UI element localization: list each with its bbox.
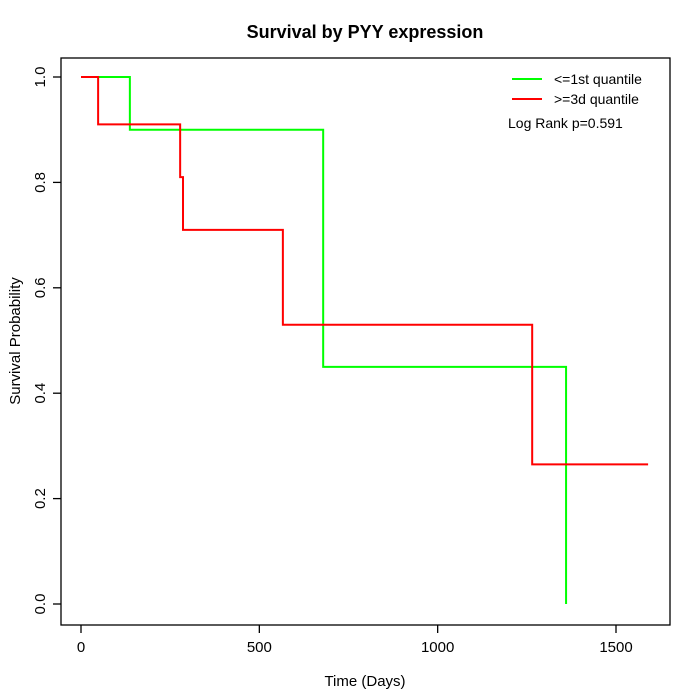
x-axis-label: Time (Days)	[324, 673, 405, 690]
y-axis-label: Survival Probability	[7, 277, 24, 405]
y-tick-label: 0.8	[32, 172, 49, 193]
legend-label-first-quantile: <=1st quantile	[554, 71, 642, 87]
chart-title: Survival by PYY expression	[247, 22, 484, 42]
x-tick-label: 1500	[599, 639, 632, 656]
y-tick-label: 0.6	[32, 277, 49, 298]
x-tick-label: 500	[247, 639, 272, 656]
plot-area-border	[60, 57, 671, 626]
y-tick-label: 0.4	[32, 383, 49, 404]
y-axis: 0.0 0.2 0.4 0.6 0.8 1.0	[32, 67, 61, 615]
log-rank-annotation: Log Rank p=0.591	[508, 115, 623, 131]
legend: <=1st quantile >=3d quantile Log Rank p=…	[508, 71, 642, 131]
survival-curve-third-quantile	[81, 76, 649, 466]
survival-curve-first-quantile	[81, 76, 568, 604]
y-tick-label: 0.2	[32, 488, 49, 509]
x-tick-label: 0	[77, 639, 85, 656]
x-tick-label: 1000	[421, 639, 454, 656]
x-axis: 0 500 1000 1500	[77, 625, 633, 656]
y-tick-label: 1.0	[32, 67, 49, 88]
y-tick-label: 0.0	[32, 594, 49, 615]
legend-label-third-quantile: >=3d quantile	[554, 91, 639, 107]
survival-curves	[81, 76, 649, 604]
